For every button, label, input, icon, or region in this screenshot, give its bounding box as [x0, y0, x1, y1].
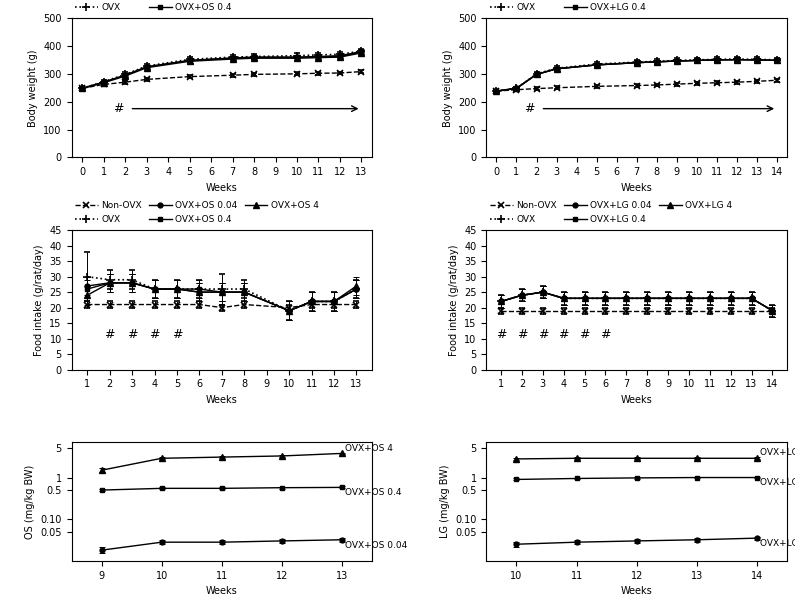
Text: #: #: [537, 328, 548, 341]
Text: #: #: [127, 328, 138, 341]
Text: #: #: [104, 328, 115, 341]
Text: #: #: [558, 328, 569, 341]
Text: #: #: [113, 102, 123, 115]
Text: OVX+OS 4: OVX+OS 4: [345, 444, 393, 452]
Text: OVX+OS 0.04: OVX+OS 0.04: [345, 541, 407, 550]
Y-axis label: Body weight (g): Body weight (g): [28, 49, 38, 127]
Text: OVX+OS 0.4: OVX+OS 0.4: [345, 488, 401, 497]
Text: #: #: [524, 102, 534, 115]
X-axis label: Weeks: Weeks: [621, 395, 653, 405]
X-axis label: Weeks: Weeks: [621, 183, 653, 193]
Text: #: #: [496, 328, 506, 341]
Text: OVX+LG 0.04: OVX+LG 0.04: [760, 539, 795, 548]
Legend: Non-OVX, OVX, OVX+OS 0.04, OVX+OS 0.4, OVX+OS 4: Non-OVX, OVX, OVX+OS 0.04, OVX+OS 0.4, O…: [72, 0, 323, 15]
X-axis label: Weeks: Weeks: [206, 586, 238, 596]
Y-axis label: Food intake (g/rat/day): Food intake (g/rat/day): [33, 244, 44, 356]
X-axis label: Weeks: Weeks: [206, 395, 238, 405]
X-axis label: Weeks: Weeks: [206, 183, 238, 193]
Y-axis label: LG (mg/kg BW): LG (mg/kg BW): [440, 465, 450, 538]
X-axis label: Weeks: Weeks: [621, 586, 653, 596]
Text: OVX+LG 0.4: OVX+LG 0.4: [760, 478, 795, 487]
Y-axis label: Food intake (g/rat/day): Food intake (g/rat/day): [448, 244, 459, 356]
Legend: Non-OVX, OVX, OVX+OS 0.04, OVX+OS 0.4, OVX+OS 4: Non-OVX, OVX, OVX+OS 0.04, OVX+OS 0.4, O…: [72, 198, 323, 227]
Y-axis label: OS (mg/kg BW): OS (mg/kg BW): [25, 464, 35, 538]
Text: #: #: [517, 328, 527, 341]
Text: OVX+LG 4: OVX+LG 4: [760, 449, 795, 458]
Text: #: #: [580, 328, 590, 341]
Text: #: #: [149, 328, 160, 341]
Text: #: #: [172, 328, 182, 341]
Legend: Non-OVX, OVX, OVX+LG 0.04, OVX+LG 0.4, OVX+LG 4: Non-OVX, OVX, OVX+LG 0.04, OVX+LG 0.4, O…: [487, 198, 736, 227]
Legend: Non-OVX, OVX, OVX+LG 0.04, OVX+LG 0.4, OVX+LG 4: Non-OVX, OVX, OVX+LG 0.04, OVX+LG 0.4, O…: [487, 0, 736, 15]
Text: #: #: [600, 328, 611, 341]
Y-axis label: Body weight (g): Body weight (g): [443, 49, 452, 127]
